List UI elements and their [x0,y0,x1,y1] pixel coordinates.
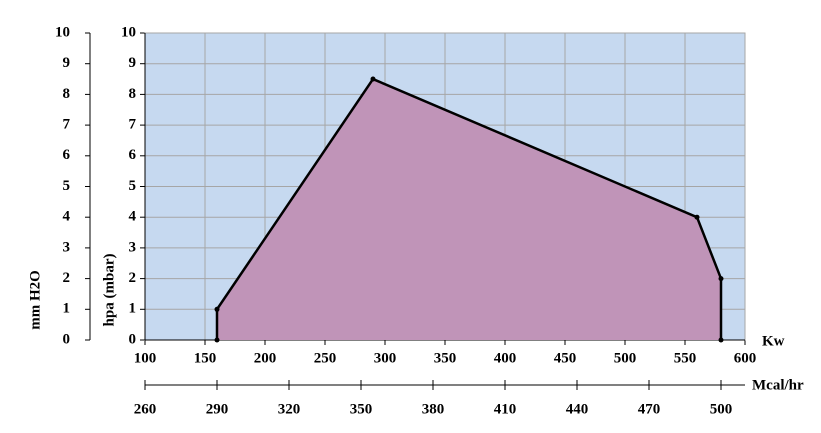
y2-tick-label: 0 [63,331,71,347]
point [370,76,376,82]
y2-axis-title: mm H2O [27,270,43,330]
x-tick-label: 400 [494,350,517,366]
x2-tick-label: 440 [566,401,589,417]
x-tick-label: 100 [134,350,157,366]
y-tick-label: 1 [129,301,137,317]
area [217,79,721,341]
x2-axis-title: Mcal/hr [752,377,804,393]
y2-tick-label: 1 [63,301,71,317]
y-tick-label: 4 [129,209,137,225]
x2-tick-label: 470 [638,401,661,417]
y-tick-label: 10 [121,24,136,40]
y-tick-label: 6 [129,147,137,163]
y-tick-label: 2 [129,270,137,286]
y-axis-title: hpa (mbar) [101,254,117,327]
y-tick-label: 9 [129,55,137,71]
x-tick-label: 500 [614,350,637,366]
point [214,306,220,312]
y2-tick-label: 10 [55,24,70,40]
y-tick-label: 3 [129,239,137,255]
point [694,214,700,220]
x-axis-title: Kw [762,333,785,349]
y-tick-label: 0 [129,331,137,347]
x-tick-label: 150 [194,350,217,366]
y-tick-label: 7 [129,117,137,133]
y2-tick-label: 8 [63,86,71,102]
y2-tick-label: 9 [63,55,71,71]
x2-tick-label: 410 [494,401,517,417]
y2-tick-label: 2 [63,270,71,286]
y2-tick-label: 5 [63,178,71,194]
x-tick-label: 250 [314,350,337,366]
x2-tick-label: 380 [422,401,445,417]
x2-tick-label: 500 [710,401,733,417]
y-tick-label: 8 [129,86,137,102]
x-tick-label: 300 [374,350,397,366]
x2-tick-label: 260 [134,401,157,417]
x2-tick-label: 290 [206,401,229,417]
x2-tick-label: 350 [350,401,373,417]
y2-tick-label: 3 [63,239,71,255]
x-tick-label: 600 [734,350,757,366]
x2-tick-label: 320 [278,401,301,417]
point [718,276,724,282]
y-tick-label: 5 [129,178,137,194]
x-tick-label: 450 [554,350,577,366]
y2-tick-label: 6 [63,147,71,163]
point [214,337,220,343]
line [215,77,723,340]
y2-tick-label: 4 [63,209,71,225]
x-tick-label: 200 [254,350,277,366]
x-tick-label: 550 [674,350,697,366]
y2-tick-label: 7 [63,117,71,133]
point [718,337,724,343]
x-tick-label: 350 [434,350,457,366]
